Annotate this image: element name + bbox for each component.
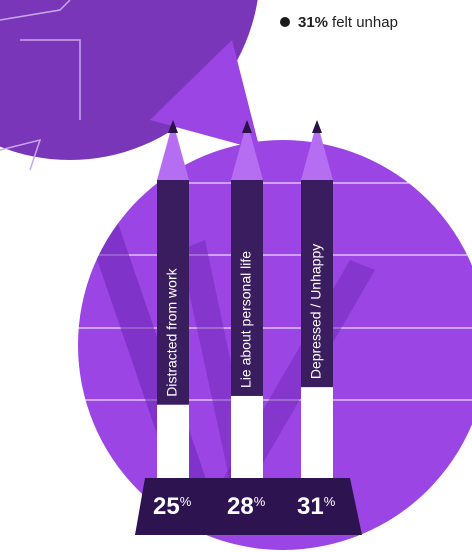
pencil-tip — [231, 122, 263, 180]
category-label: Depressed / Unhappy — [308, 244, 324, 379]
pencil-body — [231, 180, 263, 396]
pencil-tip — [157, 122, 189, 180]
pencil-lead — [312, 120, 322, 133]
value-label: 25% — [153, 493, 192, 520]
bar — [157, 404, 189, 478]
category-label: Distracted from work — [164, 267, 180, 396]
note: 31% felt unhap — [298, 14, 398, 31]
pencil-body — [301, 180, 333, 388]
bar — [301, 387, 333, 478]
note-value: 31% — [298, 14, 328, 31]
bar — [231, 395, 263, 478]
pencil-tip — [301, 122, 333, 180]
value-unit: % — [180, 494, 192, 509]
bullet — [280, 17, 290, 27]
pencil-body — [157, 180, 189, 405]
note-text: felt unhap — [332, 14, 398, 31]
bubble-tail — [150, 40, 260, 150]
pencil-lead — [168, 120, 178, 133]
value-label: 28% — [227, 493, 266, 520]
pencil-lead — [242, 120, 252, 133]
value-number: 28 — [227, 493, 254, 520]
category-label: Lie about personal life — [238, 251, 254, 388]
value-unit: % — [324, 494, 336, 509]
bubble-drawing — [0, 0, 81, 171]
label-plate — [135, 478, 362, 535]
value-number: 31 — [297, 493, 324, 520]
value-number: 25 — [153, 493, 180, 520]
value-unit: % — [254, 494, 266, 509]
value-label: 31% — [297, 493, 336, 520]
